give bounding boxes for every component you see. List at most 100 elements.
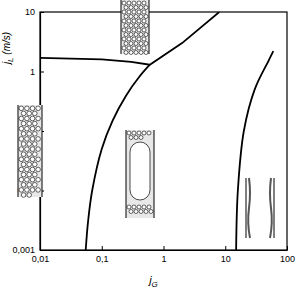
bubble	[139, 24, 143, 28]
bubble	[124, 15, 128, 19]
bubble	[134, 6, 138, 10]
bubble	[137, 46, 141, 50]
bubble	[19, 147, 24, 152]
bubble	[137, 10, 141, 14]
x-axis: 0,01 0,1 1 10 100	[32, 246, 295, 264]
tick: 0,001	[12, 245, 44, 255]
tube-wall	[121, 0, 122, 54]
bubble	[21, 132, 26, 137]
bubble	[122, 46, 126, 50]
bubble	[30, 147, 35, 152]
bubble	[142, 46, 146, 50]
bubble	[129, 51, 133, 55]
bubble	[122, 19, 126, 23]
bubble	[144, 6, 148, 10]
tick-label: 10	[25, 7, 35, 17]
bubble	[127, 37, 131, 41]
bubble	[134, 51, 138, 55]
tick-label: 0,1	[96, 254, 109, 264]
tube-fill	[121, 0, 149, 54]
tick: 0,1	[96, 246, 109, 264]
bubble	[129, 6, 133, 10]
regime-icons	[18, 0, 274, 238]
regime-boundary	[86, 65, 150, 250]
tick-mark	[40, 250, 44, 251]
bubble	[21, 172, 26, 177]
bubble	[129, 15, 133, 19]
bubble	[142, 19, 146, 23]
plot-frame	[40, 12, 287, 250]
bubble	[144, 210, 148, 214]
bubble	[132, 1, 136, 5]
bubble	[19, 177, 24, 182]
bubble	[30, 137, 35, 142]
boundaries	[40, 12, 273, 250]
bubble	[144, 33, 148, 37]
bubble	[27, 193, 32, 198]
bubble	[36, 126, 41, 131]
liquid-film	[248, 178, 250, 238]
bubble	[134, 210, 138, 214]
bubble	[19, 126, 24, 131]
bubble	[21, 193, 26, 198]
tick-label: 0,001	[12, 245, 35, 255]
tube-wall	[42, 105, 43, 197]
bubble	[25, 147, 30, 152]
annular-icon	[246, 178, 274, 238]
bubble	[129, 24, 133, 28]
bubble	[122, 10, 126, 14]
bubble	[36, 116, 41, 121]
bubble	[139, 210, 143, 214]
tick: 100	[280, 246, 295, 264]
bubble	[19, 157, 24, 162]
bubble	[134, 42, 138, 46]
bubble	[19, 188, 24, 193]
bubble	[36, 137, 41, 142]
bubble	[144, 24, 148, 28]
tick-mark	[102, 246, 103, 250]
bubble	[124, 33, 128, 37]
bubble	[142, 205, 146, 209]
bubble	[25, 137, 30, 142]
tick: 1	[161, 246, 166, 264]
tube-wall	[246, 178, 247, 238]
bubble	[142, 131, 146, 135]
bubble	[134, 136, 138, 140]
tick-mark	[225, 246, 226, 250]
regime-boundary	[40, 12, 219, 65]
bubble	[144, 51, 148, 55]
bubble	[139, 15, 143, 19]
bubble	[30, 126, 35, 131]
bubble	[21, 162, 26, 167]
bubble	[139, 42, 143, 46]
bubble	[27, 183, 32, 188]
bubble	[132, 46, 136, 50]
bubble	[36, 177, 41, 182]
bubble	[25, 188, 30, 193]
bubble	[147, 131, 151, 135]
bubble	[27, 111, 32, 116]
bubble	[33, 172, 38, 177]
bubble	[139, 51, 143, 55]
bubble	[127, 10, 131, 14]
bubble	[134, 33, 138, 37]
bubble	[127, 46, 131, 50]
bubble	[122, 1, 126, 5]
bubble	[127, 28, 131, 32]
tube-wall	[154, 130, 155, 218]
bubble	[21, 142, 26, 147]
bubble	[127, 205, 131, 209]
tick-label: 1	[161, 254, 166, 264]
bubble	[142, 1, 146, 5]
tick-label: 0,01	[32, 254, 50, 264]
bubble	[122, 37, 126, 41]
tick: 10	[221, 246, 231, 264]
bubble	[127, 1, 131, 5]
bubble	[30, 157, 35, 162]
bubble	[19, 106, 24, 111]
tube-wall	[149, 0, 150, 54]
bubble	[36, 147, 41, 152]
bubble	[33, 132, 38, 137]
tick-mark	[40, 12, 44, 13]
bubble	[132, 37, 136, 41]
